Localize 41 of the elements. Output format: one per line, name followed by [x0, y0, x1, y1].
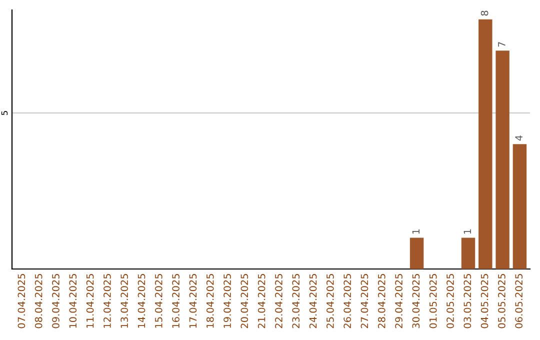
x-tick-label: 10.04.2025: [69, 274, 77, 328]
bar: [496, 50, 510, 269]
x-tick-label: 30.04.2025: [412, 274, 420, 328]
bar: [478, 19, 492, 269]
x-tick-label: 12.04.2025: [104, 274, 111, 328]
x-tick-label: 15.04.2025: [154, 274, 162, 328]
x-tick-label: 05.05.2025: [498, 274, 506, 328]
x-tick-label: 26.04.2025: [344, 274, 352, 328]
x-tick-label: 04.05.2025: [480, 274, 488, 328]
x-tick-label: 16.04.2025: [172, 274, 180, 328]
bar: [410, 238, 424, 269]
x-tick-label: 17.04.2025: [189, 274, 197, 328]
x-tick-label: 23.04.2025: [292, 274, 300, 328]
x-tick-label: 29.04.2025: [395, 274, 402, 328]
x-tick-label: 13.04.2025: [120, 274, 128, 328]
x-tick-label: 25.04.2025: [326, 274, 334, 328]
x-tick-label: 28.04.2025: [378, 274, 386, 328]
x-tick-label: 18.04.2025: [206, 274, 214, 328]
data-label: 1: [464, 229, 471, 234]
x-tick-label: 14.04.2025: [138, 274, 146, 328]
x-tick-label: 19.04.2025: [224, 274, 231, 328]
data-label: 8: [480, 10, 488, 16]
bar: [512, 144, 527, 269]
data-label: 7: [498, 42, 506, 47]
x-tick-label: 07.04.2025: [18, 274, 26, 328]
x-tick-label: 01.05.2025: [429, 274, 437, 328]
x-tick-label: 09.04.2025: [52, 274, 60, 328]
bar: [461, 238, 476, 269]
x-tick-label: 03.05.2025: [464, 274, 472, 328]
data-label: 4: [515, 135, 522, 141]
x-tick-label: 08.04.2025: [34, 274, 42, 328]
data-label: 1: [412, 229, 420, 234]
x-tick-label: 20.04.2025: [240, 274, 248, 328]
x-tick-label: 27.04.2025: [360, 274, 368, 328]
x-tick-label: 22.04.2025: [275, 274, 282, 328]
x-tick-label: 21.04.2025: [258, 274, 266, 328]
x-tick-label: 11.04.2025: [86, 274, 94, 328]
x-tick-label: 24.04.2025: [309, 274, 317, 328]
y-tick-label: 5: [1, 111, 8, 115]
x-tick-label: 02.05.2025: [446, 274, 454, 328]
x-tick-label: 06.05.2025: [515, 274, 523, 328]
